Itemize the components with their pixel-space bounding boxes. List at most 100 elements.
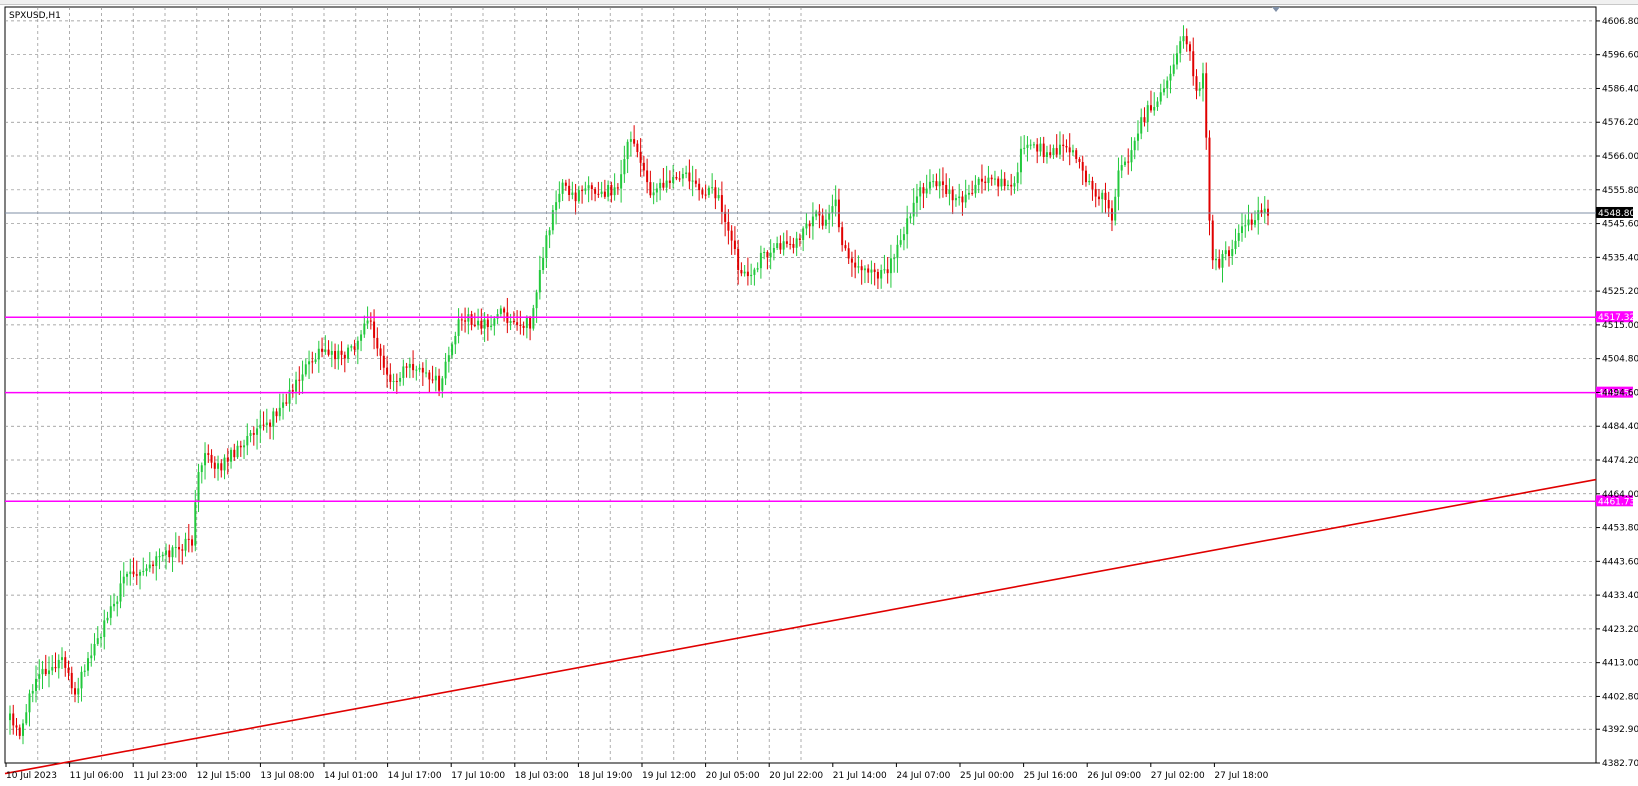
candle-body xyxy=(1123,161,1126,166)
candle xyxy=(321,337,324,358)
candle-body xyxy=(652,192,655,196)
candle xyxy=(1010,173,1013,196)
candle xyxy=(633,125,636,147)
candle-body xyxy=(103,620,106,637)
candle xyxy=(90,643,93,667)
candle-body xyxy=(824,219,827,226)
candle-body xyxy=(230,449,233,462)
candle-body xyxy=(38,674,41,679)
x-tick-label: 10 Jul 2023 xyxy=(6,771,57,781)
candle-body xyxy=(486,319,489,327)
candle xyxy=(811,202,814,240)
candle xyxy=(626,139,629,174)
candle xyxy=(1188,41,1191,61)
candle-body xyxy=(327,349,330,355)
candle xyxy=(236,440,239,459)
candle xyxy=(1019,136,1022,185)
candle-body xyxy=(171,547,174,558)
candle xyxy=(802,226,805,252)
candle-body xyxy=(67,667,70,673)
candle xyxy=(746,257,749,286)
candle-body xyxy=(291,389,294,392)
candle-body xyxy=(1133,140,1136,151)
candle xyxy=(503,306,506,322)
trendline-group[interactable] xyxy=(4,478,1597,775)
candle xyxy=(454,331,457,354)
candle xyxy=(886,257,889,284)
candle-body xyxy=(317,348,320,360)
y-tick-label: 4433.40 xyxy=(1602,591,1638,601)
candle-body xyxy=(662,182,665,188)
candle-body xyxy=(571,192,574,195)
candle-body xyxy=(694,180,697,184)
candle-body xyxy=(1052,148,1055,156)
horizontal-levels[interactable]: 4548.80 4517.32 4494.54 4461.73 xyxy=(5,206,1635,507)
candle xyxy=(623,145,626,183)
candle-body xyxy=(1224,250,1227,255)
candle xyxy=(431,365,434,384)
candle xyxy=(48,656,51,688)
candle xyxy=(148,552,151,573)
candle xyxy=(369,312,372,330)
candle xyxy=(870,260,873,285)
candle-body xyxy=(275,411,278,417)
candle-body xyxy=(561,182,564,194)
candle-body xyxy=(808,223,811,227)
candle-body xyxy=(990,177,993,180)
candle-body xyxy=(594,189,597,194)
candle xyxy=(1114,188,1117,226)
candle-body xyxy=(386,367,389,375)
candle xyxy=(1247,204,1250,232)
candle xyxy=(545,230,548,268)
shift-marker-icon[interactable] xyxy=(1272,7,1280,12)
candle-body xyxy=(802,228,805,240)
candle xyxy=(278,393,281,421)
candle-body xyxy=(974,184,977,194)
candle xyxy=(353,339,356,356)
candle xyxy=(1058,131,1061,160)
candle xyxy=(1172,53,1175,77)
candle-body xyxy=(1214,258,1217,261)
candle-body xyxy=(1198,88,1201,91)
candle-body xyxy=(883,269,886,271)
candle-body xyxy=(415,369,418,371)
candle xyxy=(200,462,203,484)
x-tick-label: 20 Jul 22:00 xyxy=(769,771,823,781)
candle-body xyxy=(1260,210,1263,214)
candle xyxy=(789,236,792,250)
candle-body xyxy=(646,170,649,183)
candle xyxy=(291,383,294,398)
candle xyxy=(194,489,197,552)
candle xyxy=(1000,169,1003,191)
candle xyxy=(997,176,1000,197)
candle-body xyxy=(132,571,135,575)
candle xyxy=(308,350,311,379)
candle-body xyxy=(1136,133,1139,141)
candle xyxy=(295,371,298,405)
candle xyxy=(945,173,948,198)
x-tick-label: 21 Jul 14:00 xyxy=(833,771,887,781)
candle-body xyxy=(850,258,853,263)
candle xyxy=(1052,144,1055,160)
candle-body xyxy=(226,457,229,462)
candle xyxy=(1263,196,1266,224)
candle-body xyxy=(750,274,753,277)
candle xyxy=(116,595,119,617)
candle-body xyxy=(740,270,743,274)
candle xyxy=(80,666,83,702)
candle-body xyxy=(12,713,15,726)
candle xyxy=(551,205,554,235)
candle-body xyxy=(282,402,285,408)
candle xyxy=(766,250,769,270)
candle-body xyxy=(402,366,405,378)
candle-body xyxy=(893,258,896,260)
candle xyxy=(262,411,265,431)
candle xyxy=(727,209,730,245)
candle xyxy=(1062,134,1065,161)
candle-body xyxy=(906,218,909,235)
candle-body xyxy=(795,238,798,248)
candle xyxy=(444,352,447,386)
candle-body xyxy=(373,321,376,338)
